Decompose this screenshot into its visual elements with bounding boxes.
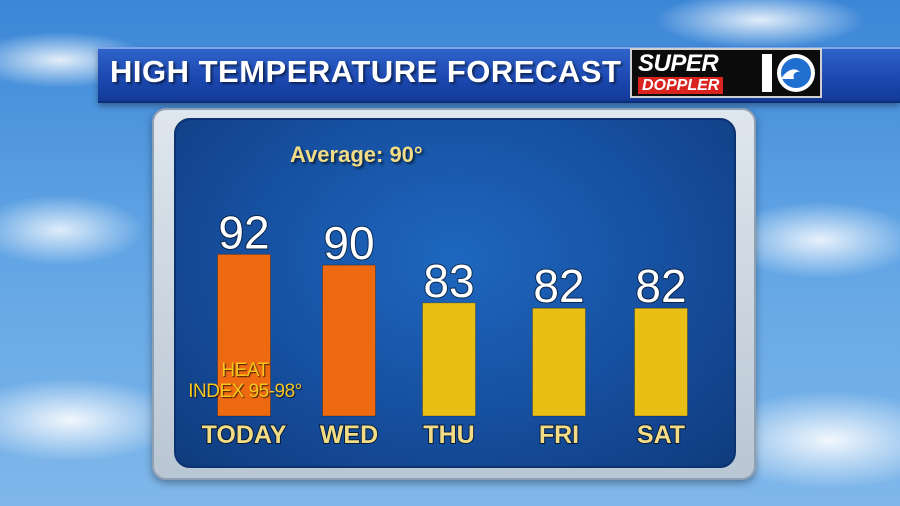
category-label-sat: SAT [637,421,685,449]
heat-index-line-2: INDEX 95-98° [188,381,302,402]
bar-wed [322,264,376,417]
value-label-sat: 82 [635,260,686,312]
bar-fri [532,307,586,417]
average-label: Average: 90° [290,142,423,167]
channel-10-logo-icon [762,54,815,92]
category-label-fri: FRI [539,421,579,449]
heat-index-annotation: HEAT INDEX 95-98° [184,360,306,402]
bar-thu [422,302,476,417]
value-label-fri: 82 [533,260,584,312]
page-title: HIGH TEMPERATURE FORECAST [110,54,622,89]
category-label-wed: WED [320,421,378,449]
station-logo: SUPER DOPPLER [630,48,822,98]
heat-index-line-1: HEAT [221,360,269,381]
value-label-wed: 90 [323,217,374,269]
bar-sat [634,307,688,417]
logo-super-text: SUPER [638,50,719,77]
logo-doppler-text: DOPPLER [638,77,724,94]
value-label-today: 92 [218,206,269,258]
value-label-thu: 83 [423,255,474,307]
category-label-thu: THU [423,421,474,449]
bar-today [217,253,271,417]
category-label-today: TODAY [202,421,287,449]
